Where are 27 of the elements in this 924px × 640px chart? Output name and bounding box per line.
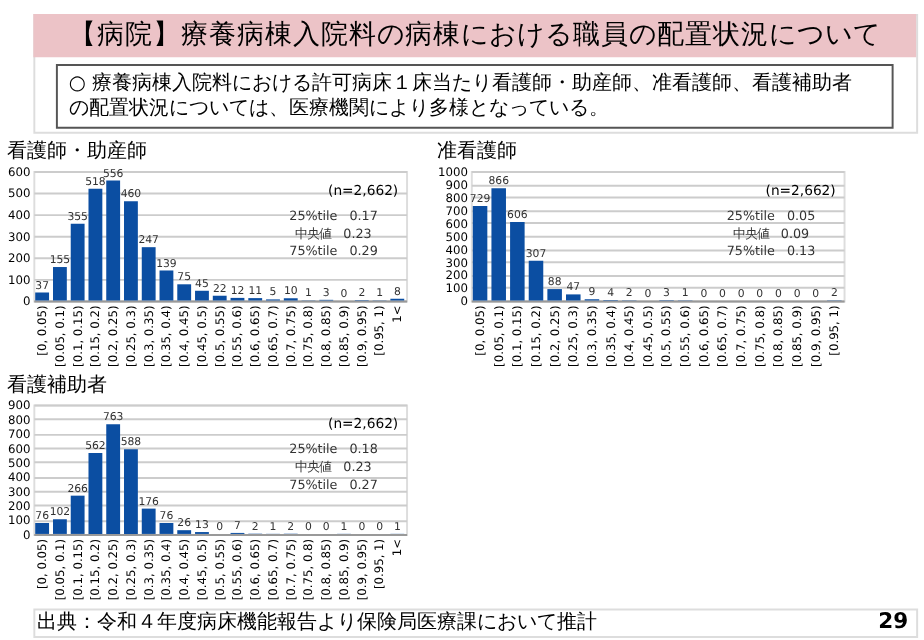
bar	[159, 270, 174, 301]
bar	[547, 289, 562, 301]
bar	[195, 290, 209, 301]
bar	[510, 222, 525, 301]
bar	[106, 180, 121, 301]
bar	[472, 206, 488, 301]
text: ○ 療養病棟入院料における許可病床１床当たり看護師・助産師、准看護師、看護補助者の配置状況については、医療機関により多様となっている。	[68, 70, 853, 121]
chart-title: 准看護師	[436, 139, 517, 164]
bar	[491, 188, 506, 301]
bar	[159, 523, 174, 534]
chart-title: 看護補助者	[6, 372, 107, 397]
bar	[52, 267, 67, 301]
bar	[141, 247, 156, 301]
bar	[35, 523, 50, 534]
chart-title: 看護師・助産師	[6, 139, 147, 164]
bar	[124, 449, 138, 534]
bar	[52, 519, 67, 534]
bar	[35, 292, 50, 301]
bar	[528, 260, 544, 301]
text: 29	[878, 608, 909, 635]
bar	[124, 201, 138, 301]
source-note: 出典：令和４年度病床機能報告より保険局医療課において推計	[37, 610, 598, 635]
bar	[141, 508, 156, 534]
bar	[177, 284, 192, 301]
bar	[106, 424, 121, 534]
bar	[566, 294, 581, 301]
text: 【病院】療養病棟入院料の病棟における職員の配置状況について	[68, 19, 881, 52]
